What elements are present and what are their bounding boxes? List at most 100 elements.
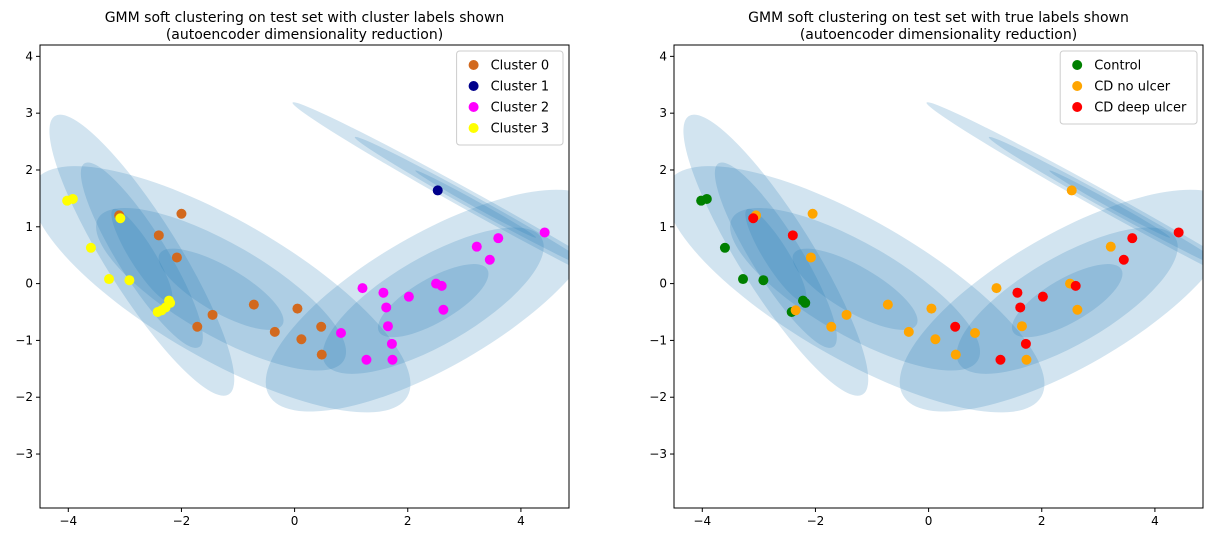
- data-point: [539, 227, 550, 238]
- legend-label: Cluster 0: [491, 59, 550, 74]
- gmm-ellipse-1-2: [158, 248, 284, 330]
- x-tick-label: 0: [291, 514, 299, 528]
- y-tick-label: −1: [649, 333, 667, 347]
- data-point: [387, 354, 398, 365]
- x-tick-label: −2: [807, 514, 825, 528]
- data-point: [104, 274, 115, 285]
- data-point: [316, 349, 327, 360]
- data-point: [701, 193, 712, 204]
- data-point: [1105, 241, 1116, 252]
- gmm-ellipse-1-0: [40, 166, 411, 413]
- data-point: [381, 302, 392, 313]
- data-point: [378, 287, 389, 298]
- gmm-ellipse-1-1: [96, 208, 347, 371]
- data-point: [1173, 227, 1184, 238]
- data-point: [115, 213, 126, 224]
- data-point: [316, 321, 327, 332]
- legend-marker: [468, 60, 479, 70]
- data-point: [995, 354, 1006, 365]
- axes-frame: [673, 44, 1204, 509]
- x-tick-label: −4: [693, 514, 711, 528]
- legend: Control CD no ulcer CD deep ulcer: [1059, 50, 1198, 125]
- x-tick-label: 0: [925, 514, 933, 528]
- data-point: [1070, 280, 1081, 291]
- legend-box: [456, 50, 564, 146]
- data-point: [269, 326, 280, 337]
- data-point: [124, 275, 135, 286]
- legend-marker: [1072, 102, 1083, 112]
- data-point: [403, 291, 414, 302]
- data-point: [841, 309, 852, 320]
- data-point: [357, 283, 368, 294]
- legend-label: Control: [1094, 59, 1141, 74]
- y-tick-label: 0: [659, 277, 667, 291]
- data-point: [787, 230, 798, 241]
- gmm-ellipse-3-2: [415, 170, 537, 238]
- data-point: [882, 299, 893, 310]
- data-point: [335, 328, 346, 339]
- data-point: [1037, 291, 1048, 302]
- chart-subtitle: (autoencoder dimensionality reduction): [800, 27, 1077, 43]
- gmm-ellipse-3-0: [926, 102, 1203, 306]
- chart-panel-1: −4 −2 0 2 4 −3 −2 −1 0 1 2 3 4 GMM soft clustering on…: [649, 10, 1204, 528]
- legend-label: Cluster 2: [491, 101, 550, 116]
- data-point: [950, 321, 961, 332]
- y-tick-label: 1: [25, 220, 33, 234]
- data-point: [903, 326, 914, 337]
- data-point: [471, 241, 482, 252]
- gmm-ellipse-2-0: [899, 189, 1203, 412]
- legend-label: Cluster 1: [491, 80, 550, 95]
- data-point: [738, 274, 749, 285]
- data-point: [800, 297, 811, 308]
- y-tick-label: 3: [25, 106, 33, 120]
- data-point: [192, 321, 203, 332]
- gmm-ellipse-3-2: [1049, 170, 1171, 238]
- legend-box: [1059, 50, 1198, 125]
- data-point: [171, 252, 182, 263]
- data-point: [1012, 287, 1023, 298]
- gmm-ellipse-0-0: [683, 114, 869, 396]
- data-point: [1016, 321, 1027, 332]
- data-point: [758, 275, 769, 286]
- data-point: [153, 230, 164, 241]
- data-point: [1072, 304, 1083, 315]
- data-point: [1015, 302, 1026, 313]
- x-tick-label: −2: [173, 514, 191, 528]
- x-tick-label: −4: [59, 514, 77, 528]
- data-point: [930, 334, 941, 345]
- data-point: [1127, 233, 1138, 244]
- data-point: [1020, 338, 1031, 349]
- x-tick-label: 2: [1038, 514, 1046, 528]
- gmm-ellipse-3-1: [988, 136, 1203, 272]
- y-tick-label: 2: [25, 163, 33, 177]
- data-point: [292, 303, 303, 314]
- data-point: [248, 299, 259, 310]
- data-point: [969, 328, 980, 339]
- data-point: [432, 185, 443, 196]
- data-point: [436, 280, 447, 291]
- data-point: [1066, 185, 1077, 196]
- data-point: [790, 305, 801, 316]
- y-tick-label: −3: [15, 447, 33, 461]
- data-point: [748, 213, 759, 224]
- data-point: [719, 242, 730, 253]
- y-tick-label: 4: [25, 49, 33, 63]
- legend-label: CD deep ulcer: [1094, 101, 1187, 116]
- y-tick-label: −3: [649, 447, 667, 461]
- data-point: [1021, 354, 1032, 365]
- data-point: [493, 233, 504, 244]
- data-point: [1118, 254, 1129, 265]
- legend-marker: [1072, 60, 1083, 70]
- data-point: [438, 304, 449, 315]
- legend-marker: [468, 81, 479, 91]
- gmm-ellipse-2-0: [265, 189, 569, 412]
- data-point: [484, 254, 495, 265]
- x-tick-label: 4: [517, 514, 525, 528]
- plot-area: [40, 102, 569, 413]
- gmm-ellipse-2-2: [1011, 264, 1123, 338]
- chart-title: GMM soft clustering on test set with tru…: [748, 10, 1129, 26]
- gmm-ellipse-2-2: [377, 264, 489, 338]
- y-tick-label: −2: [15, 390, 33, 404]
- gmm-ellipse-3-0: [292, 102, 569, 306]
